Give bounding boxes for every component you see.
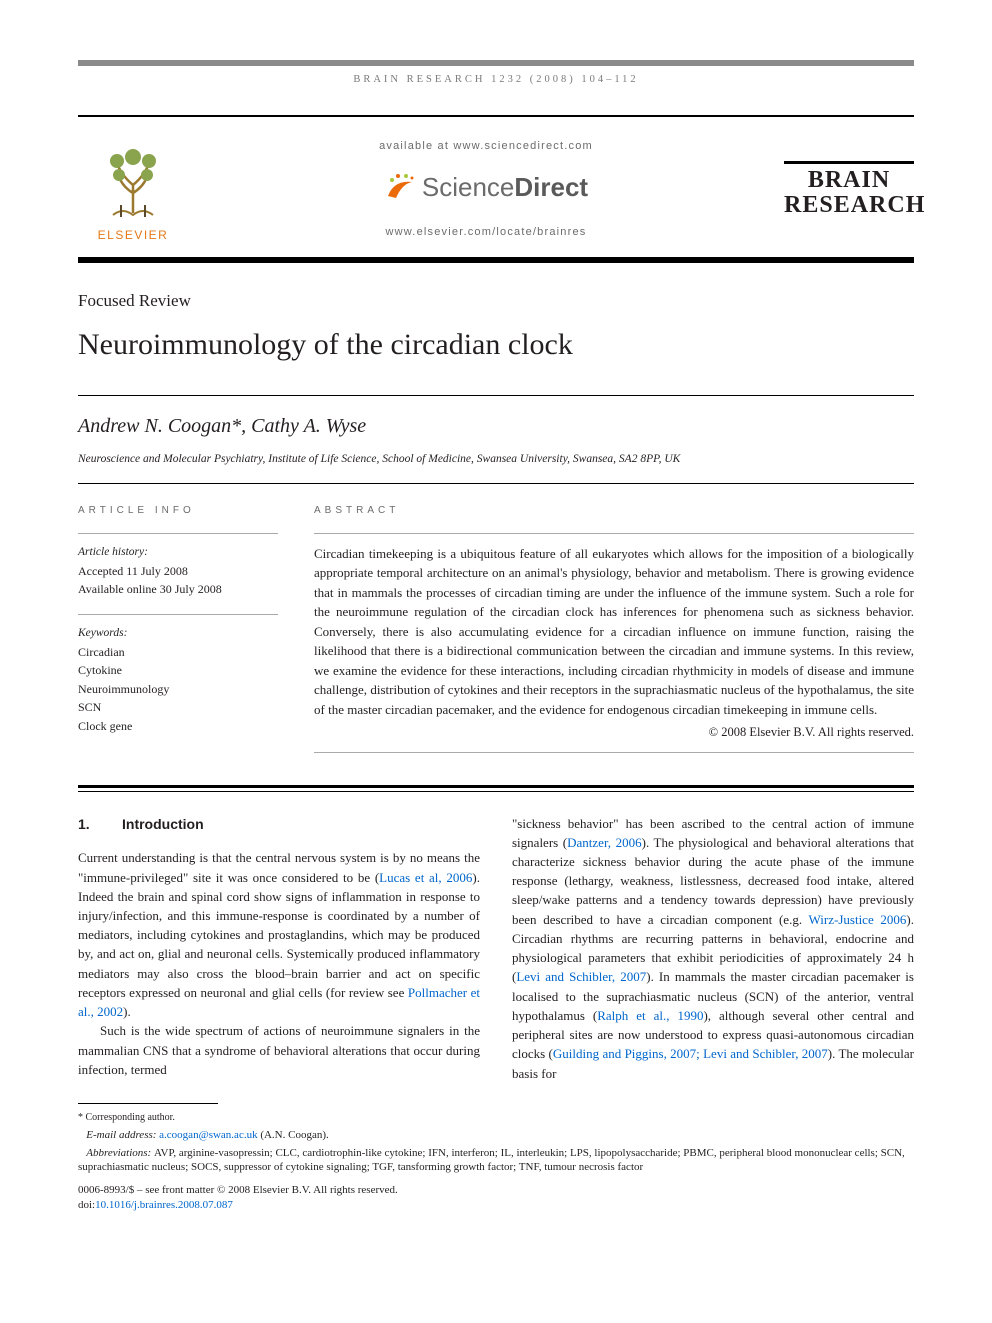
text-run: ). Indeed the brain and spinal cord show… bbox=[78, 870, 480, 1000]
sciencedirect-logo: ScienceDirect bbox=[384, 169, 588, 207]
section-number: 1. bbox=[78, 814, 122, 835]
footnote-separator bbox=[78, 1103, 218, 1104]
citation-link[interactable]: Dantzer, 2006 bbox=[567, 835, 641, 850]
center-banner: available at www.sciencedirect.com Scien… bbox=[188, 139, 784, 241]
abstract-sep-bottom bbox=[314, 752, 914, 753]
abbreviations-footnote: Abbreviations: AVP, arginine-vasopressin… bbox=[78, 1146, 914, 1176]
info-abstract-row: ARTICLE INFO Article history: Accepted 1… bbox=[78, 500, 914, 762]
section-1-heading: 1.Introduction bbox=[78, 814, 480, 835]
keyword: Circadian bbox=[78, 644, 278, 661]
keywords-label: Keywords: bbox=[78, 625, 278, 642]
sd-bold: Direct bbox=[514, 172, 588, 202]
journal-title-line2: RESEARCH bbox=[784, 193, 914, 218]
author-email-link[interactable]: a.coogan@swan.ac.uk bbox=[159, 1129, 257, 1141]
elsevier-tree-icon bbox=[93, 135, 173, 225]
body-column-left: 1.Introduction Current understanding is … bbox=[78, 814, 480, 1083]
article-info-column: ARTICLE INFO Article history: Accepted 1… bbox=[78, 504, 278, 762]
abstract-column: ABSTRACT Circadian timekeeping is a ubiq… bbox=[314, 504, 914, 762]
section-title: Introduction bbox=[122, 816, 204, 832]
keyword: Neuroimmunology bbox=[78, 681, 278, 698]
header-bar bbox=[78, 60, 914, 66]
citation-link[interactable]: Lucas et al, 2006 bbox=[379, 870, 472, 885]
keyword: Cytokine bbox=[78, 662, 278, 679]
body-paragraph: Such is the wide spectrum of actions of … bbox=[78, 1021, 480, 1079]
article-info-heading: ARTICLE INFO bbox=[78, 504, 278, 519]
journal-title-block: BRAIN RESEARCH bbox=[784, 161, 914, 218]
online-date: Available online 30 July 2008 bbox=[78, 581, 278, 598]
doi-link[interactable]: 10.1016/j.brainres.2008.07.087 bbox=[95, 1199, 233, 1211]
abstract-copyright: © 2008 Elsevier B.V. All rights reserved… bbox=[314, 723, 914, 741]
abstract-text: Circadian timekeeping is a ubiquitous fe… bbox=[314, 544, 914, 720]
author-line: Andrew N. Coogan*, Cathy A. Wyse bbox=[78, 412, 914, 441]
keywords-block: Keywords: Circadian Cytokine Neuroimmuno… bbox=[78, 625, 278, 735]
body-column-right: "sickness behavior" has been ascribed to… bbox=[512, 814, 914, 1083]
body-paragraph: "sickness behavior" has been ascribed to… bbox=[512, 814, 914, 1083]
accepted-date: Accepted 11 July 2008 bbox=[78, 563, 278, 580]
citation-link[interactable]: Wirz-Justice 2006 bbox=[809, 912, 907, 927]
email-footnote: E-mail address: a.coogan@swan.ac.uk (A.N… bbox=[78, 1128, 914, 1143]
email-tail: (A.N. Coogan). bbox=[258, 1129, 329, 1141]
abstract-sep bbox=[314, 533, 914, 534]
abbrev-text: AVP, arginine-vasopressin; CLC, cardiotr… bbox=[78, 1147, 905, 1174]
abbrev-label: Abbreviations: bbox=[86, 1147, 154, 1159]
body-paragraph: Current understanding is that the centra… bbox=[78, 848, 480, 1021]
citation-link[interactable]: Guilding and Piggins, 2007; Levi and Sch… bbox=[553, 1046, 828, 1061]
thick-rule bbox=[78, 785, 914, 792]
text-run: ). bbox=[123, 1004, 131, 1019]
keyword: SCN bbox=[78, 699, 278, 716]
body-columns: 1.Introduction Current understanding is … bbox=[78, 814, 914, 1083]
email-label: E-mail address: bbox=[86, 1129, 159, 1141]
article-title: Neuroimmunology of the circadian clock bbox=[78, 323, 914, 367]
info-sep-2 bbox=[78, 614, 278, 615]
sciencedirect-wordmark: ScienceDirect bbox=[422, 169, 588, 207]
rule-above-authors bbox=[78, 395, 914, 396]
abstract-heading: ABSTRACT bbox=[314, 504, 914, 519]
sd-light: Science bbox=[422, 172, 515, 202]
keyword: Clock gene bbox=[78, 718, 278, 735]
affiliation: Neuroscience and Molecular Psychiatry, I… bbox=[78, 451, 914, 468]
corresponding-label: * Corresponding author. bbox=[78, 1112, 175, 1123]
citation-link[interactable]: Levi and Schibler, 2007 bbox=[516, 969, 646, 984]
elsevier-logo-block: ELSEVIER bbox=[78, 135, 188, 244]
sciencedirect-swoosh-icon bbox=[384, 172, 416, 204]
rule-above-info bbox=[78, 483, 914, 484]
journal-title-rule bbox=[784, 161, 914, 164]
available-at-text: available at www.sciencedirect.com bbox=[188, 139, 784, 155]
elsevier-wordmark: ELSEVIER bbox=[98, 227, 169, 244]
page-container: BRAIN RESEARCH 1232 (2008) 104–112 ELSEV… bbox=[0, 0, 992, 1253]
doi-label: doi: bbox=[78, 1199, 95, 1211]
article-history-label: Article history: bbox=[78, 544, 278, 561]
front-matter-line: 0006-8993/$ – see front matter © 2008 El… bbox=[78, 1183, 914, 1198]
info-sep-1 bbox=[78, 533, 278, 534]
running-header: BRAIN RESEARCH 1232 (2008) 104–112 bbox=[78, 72, 914, 87]
doi-line: doi:10.1016/j.brainres.2008.07.087 bbox=[78, 1198, 914, 1213]
journal-title-line1: BRAIN bbox=[784, 168, 914, 193]
journal-url: www.elsevier.com/locate/brainres bbox=[188, 225, 784, 241]
citation-link[interactable]: Ralph et al., 1990 bbox=[597, 1008, 703, 1023]
article-type: Focused Review bbox=[78, 289, 914, 314]
footer-meta: 0006-8993/$ – see front matter © 2008 El… bbox=[78, 1183, 914, 1213]
article-history-block: Article history: Accepted 11 July 2008 A… bbox=[78, 544, 278, 598]
corresponding-author-footnote: * Corresponding author. bbox=[78, 1110, 914, 1125]
top-banner: ELSEVIER available at www.sciencedirect.… bbox=[78, 115, 914, 262]
